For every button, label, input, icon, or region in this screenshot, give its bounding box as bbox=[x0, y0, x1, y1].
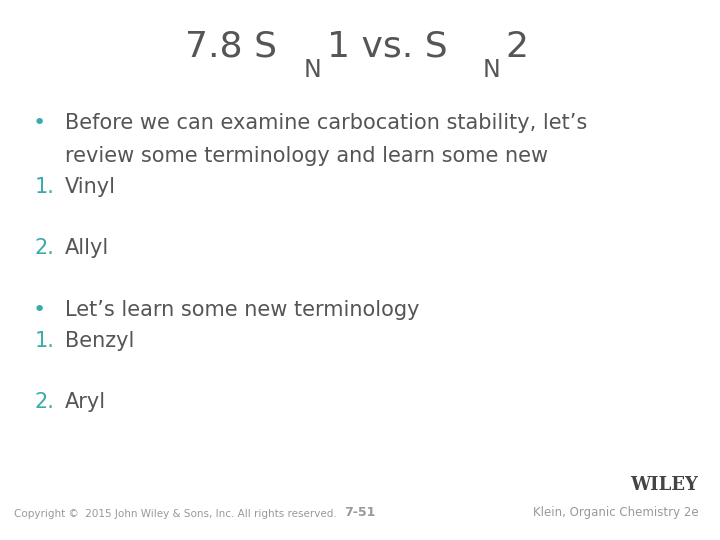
Text: •: • bbox=[32, 113, 45, 133]
Text: review some terminology and learn some new: review some terminology and learn some n… bbox=[65, 146, 548, 166]
Text: 7.8 S: 7.8 S bbox=[185, 30, 277, 64]
Text: 1.: 1. bbox=[35, 177, 55, 197]
Text: Klein, Organic Chemistry 2e: Klein, Organic Chemistry 2e bbox=[533, 507, 698, 519]
Text: 2: 2 bbox=[505, 30, 528, 64]
Text: 2.: 2. bbox=[35, 392, 55, 411]
Text: Before we can examine carbocation stability, let’s: Before we can examine carbocation stabil… bbox=[65, 113, 587, 133]
Text: 2.: 2. bbox=[35, 238, 55, 258]
Text: 7-51: 7-51 bbox=[344, 507, 376, 519]
Text: WILEY: WILEY bbox=[631, 476, 698, 494]
Text: Copyright ©  2015 John Wiley & Sons, Inc. All rights reserved.: Copyright © 2015 John Wiley & Sons, Inc.… bbox=[14, 509, 337, 519]
Text: 1 vs. S: 1 vs. S bbox=[327, 30, 447, 64]
Text: N: N bbox=[304, 58, 322, 82]
Text: Let’s learn some new terminology: Let’s learn some new terminology bbox=[65, 300, 419, 320]
Text: 1.: 1. bbox=[35, 331, 55, 351]
Text: N: N bbox=[482, 58, 500, 82]
Text: Allyl: Allyl bbox=[65, 238, 109, 258]
Text: Benzyl: Benzyl bbox=[65, 331, 134, 351]
Text: Vinyl: Vinyl bbox=[65, 177, 116, 197]
Text: •: • bbox=[32, 300, 45, 320]
Text: Aryl: Aryl bbox=[65, 392, 106, 411]
